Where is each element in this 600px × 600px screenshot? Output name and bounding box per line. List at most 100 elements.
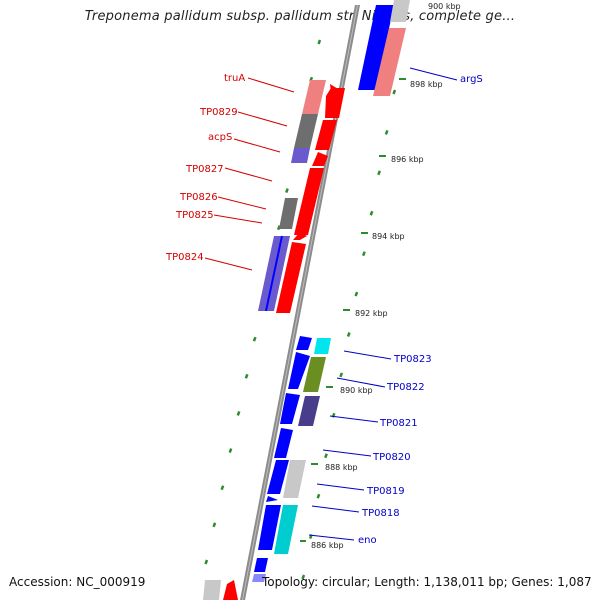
gene-label[interactable]: TP0823	[393, 354, 432, 365]
gene-block[interactable]	[294, 114, 318, 148]
gene-block[interactable]	[314, 338, 331, 354]
guide-dot	[285, 188, 289, 194]
forward-strand-genes	[252, 336, 331, 582]
tick-label: 890 kbp	[340, 386, 373, 395]
guide-dot	[317, 39, 322, 45]
reverse-strand-red-genes	[276, 84, 345, 313]
guide-dot	[316, 493, 321, 499]
gene-label[interactable]: TP0819	[366, 486, 405, 497]
gene-label[interactable]: TP0827	[185, 164, 224, 175]
tick-label: 892 kbp	[355, 309, 388, 318]
gene-label[interactable]: truA	[224, 73, 245, 84]
gene-label[interactable]: TP0825	[175, 210, 214, 221]
gene-block[interactable]	[291, 148, 310, 163]
guide-dot	[384, 129, 389, 135]
leader-line	[322, 449, 372, 457]
guide-dot	[212, 522, 217, 528]
guide-dot	[354, 291, 359, 297]
guide-dot	[339, 372, 344, 378]
gene-block[interactable]	[303, 357, 326, 392]
guide-dot	[392, 89, 397, 95]
leader-line	[311, 505, 360, 513]
tick-label: 900 kbp	[428, 2, 461, 11]
guide-dot	[228, 448, 233, 454]
guide-dot	[346, 332, 351, 337]
gene-label[interactable]: TP0818	[361, 508, 400, 519]
guide-dot	[236, 410, 241, 416]
gene-label[interactable]: TP0822	[386, 382, 425, 393]
tick-label: 894 kbp	[372, 232, 405, 241]
top-genes	[358, 0, 410, 96]
leader-line	[336, 377, 386, 388]
guide-dot	[324, 453, 328, 459]
gene-label[interactable]: TP0821	[379, 418, 418, 429]
gene-block[interactable]	[283, 460, 306, 498]
leader-line	[217, 196, 267, 210]
reverse-strand-genes	[258, 80, 326, 311]
gene-block[interactable]	[390, 0, 410, 22]
gene-block[interactable]	[274, 428, 293, 458]
gene-label[interactable]: argS	[460, 74, 483, 85]
tick-label: 888 kbp	[325, 463, 358, 472]
leader-line	[233, 138, 281, 153]
gene-label[interactable]: TP0829	[199, 107, 238, 118]
gene-block[interactable]	[266, 496, 278, 502]
gene-block[interactable]	[276, 242, 306, 313]
topology-summary: Topology: circular; Length: 1,138,011 bp…	[262, 575, 592, 589]
leader-line	[224, 167, 273, 182]
genome-backbone-highlight	[242, 5, 358, 600]
gene-block[interactable]	[294, 168, 324, 235]
gene-block[interactable]	[315, 120, 337, 150]
gene-block[interactable]	[258, 505, 281, 550]
leader-line	[308, 534, 355, 541]
gene-block[interactable]	[325, 88, 345, 118]
gene-block[interactable]	[280, 393, 300, 424]
leader-line	[237, 111, 288, 127]
gene-label[interactable]: TP0820	[372, 452, 411, 463]
gene-block[interactable]	[254, 558, 268, 572]
gene-block[interactable]	[296, 336, 312, 350]
scale-ticks: 900 kbp 898 kbp 896 kbp 894 kbp 892 kbp …	[300, 2, 461, 550]
gene-block[interactable]	[252, 574, 266, 582]
gene-block[interactable]	[203, 580, 221, 600]
accession-label: Accession: NC_000919	[9, 575, 146, 589]
gene-block[interactable]	[274, 505, 298, 554]
gene-block[interactable]	[373, 28, 406, 96]
gene-label[interactable]: TP0826	[179, 192, 218, 203]
guide-dot	[252, 336, 257, 342]
forward-gene-labels: argS TP0823 TP0822 TP0821 TP0820 TP0819 …	[308, 67, 483, 546]
leader-line	[204, 257, 253, 271]
gene-block[interactable]	[358, 5, 394, 90]
gene-label[interactable]: eno	[358, 535, 377, 546]
leader-line	[213, 214, 263, 224]
guide-dot	[204, 559, 209, 565]
gene-label[interactable]: TP0824	[165, 252, 204, 263]
gene-block[interactable]	[267, 460, 289, 494]
gene-block[interactable]	[288, 352, 310, 389]
tick-label: 898 kbp	[410, 80, 443, 89]
bottom-genes	[203, 580, 238, 600]
tick-label: 896 kbp	[391, 155, 424, 164]
leader-line	[329, 415, 379, 423]
guide-dot	[276, 225, 281, 231]
reverse-gene-labels: truA TP0829 acpS TP0827 TP0826 TP0825 TP…	[165, 73, 295, 271]
guide-dot	[220, 485, 225, 491]
guide-dot	[369, 210, 374, 216]
guide-dot	[361, 251, 366, 257]
gene-label[interactable]: acpS	[208, 132, 232, 143]
gene-block[interactable]	[298, 396, 320, 426]
gene-block[interactable]	[293, 232, 307, 240]
leader-line	[343, 350, 392, 360]
tick-label: 886 kbp	[311, 541, 344, 550]
gene-block[interactable]	[223, 580, 238, 600]
gene-block[interactable]	[330, 84, 343, 92]
gene-block-inner	[265, 236, 283, 311]
gene-block[interactable]	[302, 80, 326, 114]
gene-block[interactable]	[312, 152, 328, 166]
leader-line	[247, 77, 295, 93]
gene-block[interactable]	[279, 198, 298, 229]
guide-dot	[301, 574, 306, 580]
leader-line	[316, 483, 365, 491]
